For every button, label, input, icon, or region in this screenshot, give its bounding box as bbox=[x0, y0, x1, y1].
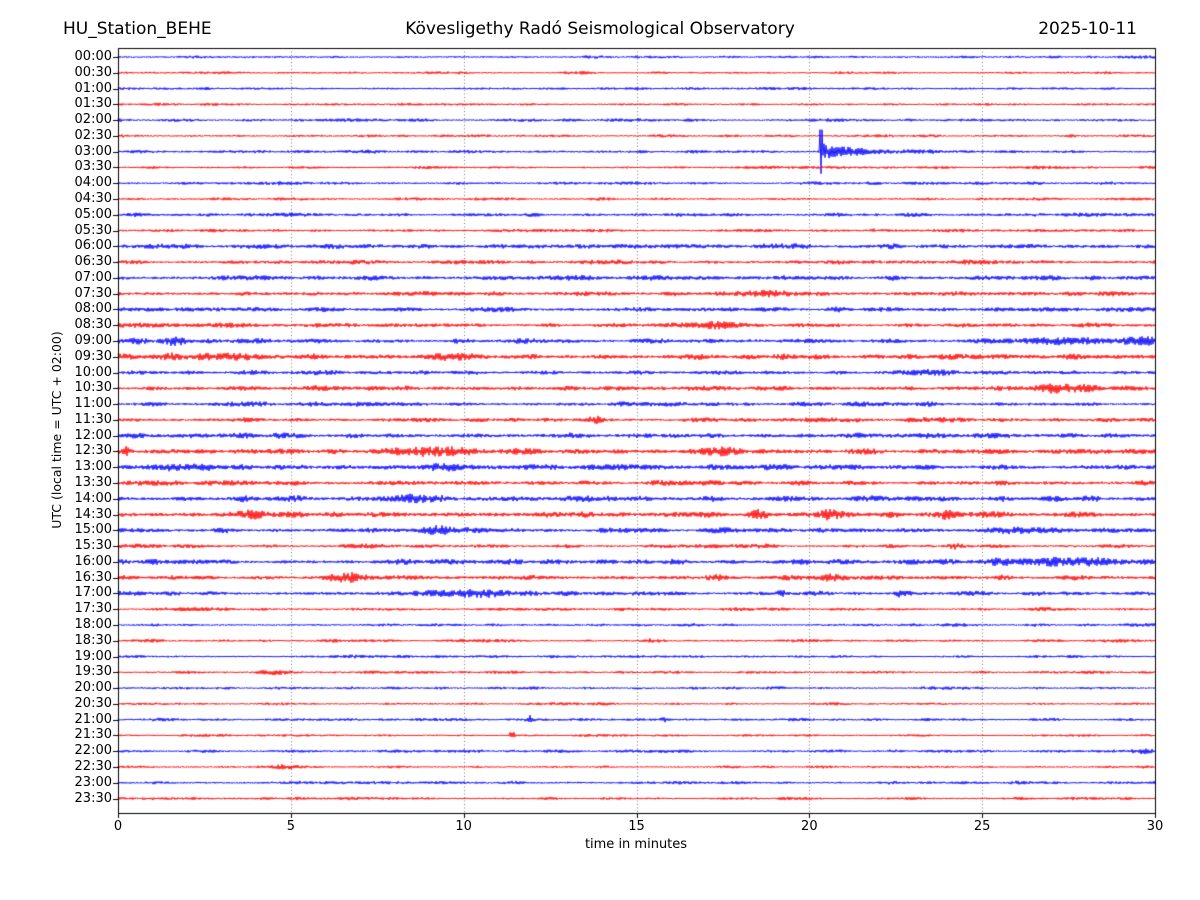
y-tick-label: 04:00 bbox=[74, 175, 112, 191]
y-tick-label: 00:00 bbox=[74, 49, 112, 64]
y-tick-label: 07:30 bbox=[74, 285, 112, 301]
station-title: HU_Station_BEHE bbox=[63, 19, 212, 39]
y-tick-label: 15:00 bbox=[74, 522, 112, 538]
observatory-title: Kövesligethy Radó Seismological Observat… bbox=[405, 19, 795, 39]
y-tick-label: 12:30 bbox=[74, 443, 112, 459]
x-tick-label: 15 bbox=[628, 819, 645, 834]
y-tick-label: 08:30 bbox=[74, 317, 112, 333]
y-tick-label: 14:30 bbox=[74, 506, 112, 522]
y-tick-label: 07:00 bbox=[74, 269, 112, 285]
y-tick-label: 19:30 bbox=[74, 664, 112, 680]
y-tick-label: 01:30 bbox=[74, 96, 112, 112]
y-tick-label: 03:30 bbox=[74, 159, 112, 175]
x-tick-label: 10 bbox=[455, 819, 472, 834]
y-tick-label: 01:00 bbox=[74, 80, 112, 96]
y-tick-label: 04:30 bbox=[74, 190, 112, 206]
y-tick-label: 11:30 bbox=[74, 411, 112, 427]
y-tick-label: 18:30 bbox=[74, 632, 112, 648]
y-tick-label: 18:00 bbox=[74, 616, 112, 632]
y-tick-label: 03:00 bbox=[74, 143, 112, 159]
y-tick-label: 14:00 bbox=[74, 490, 112, 506]
y-tick-label: 17:00 bbox=[74, 585, 112, 601]
y-tick-label: 16:00 bbox=[74, 553, 112, 569]
x-tick-label: 0 bbox=[113, 819, 123, 834]
y-tick-label: 02:00 bbox=[74, 112, 112, 128]
y-tick-label: 13:30 bbox=[74, 474, 112, 490]
y-tick-label: 17:30 bbox=[74, 601, 112, 617]
x-axis-label: time in minutes bbox=[584, 837, 688, 852]
y-tick-label: 19:00 bbox=[74, 648, 112, 664]
x-tick-label: 20 bbox=[801, 819, 818, 834]
y-tick-label: 05:00 bbox=[74, 206, 112, 222]
y-tick-label: 21:30 bbox=[74, 727, 112, 743]
y-tick-label: 06:30 bbox=[74, 254, 112, 270]
y-tick-label: 02:30 bbox=[74, 127, 112, 143]
y-tick-label: 20:30 bbox=[74, 695, 112, 711]
y-tick-label: 23:00 bbox=[74, 774, 112, 790]
x-tick-label: 5 bbox=[286, 819, 295, 834]
y-tick-label: 13:00 bbox=[74, 459, 112, 475]
y-tick-label: 12:00 bbox=[74, 427, 112, 443]
y-tick-label: 20:00 bbox=[74, 680, 112, 696]
helicorder-plot-canvas bbox=[110, 40, 1165, 825]
y-tick-label: 10:30 bbox=[74, 380, 112, 396]
y-tick-label: 09:00 bbox=[74, 332, 112, 348]
y-tick-label: 11:00 bbox=[74, 396, 112, 412]
x-tick-label: 30 bbox=[1146, 819, 1164, 834]
date-title: 2025-10-11 bbox=[1038, 19, 1137, 39]
y-tick-label: 22:30 bbox=[74, 758, 112, 774]
y-tick-label: 09:30 bbox=[74, 348, 112, 364]
y-tick-label: 21:00 bbox=[74, 711, 112, 727]
y-tick-label: 06:00 bbox=[74, 238, 112, 254]
y-tick-label: 05:30 bbox=[74, 222, 112, 238]
y-tick-label: 00:30 bbox=[74, 64, 112, 80]
y-tick-label: 08:00 bbox=[74, 301, 112, 317]
y-tick-label: 22:00 bbox=[74, 743, 112, 759]
y-tick-label: 10:00 bbox=[74, 364, 112, 380]
x-tick-label: 25 bbox=[973, 819, 991, 834]
y-tick-label: 23:30 bbox=[74, 790, 112, 806]
y-tick-label: 16:30 bbox=[74, 569, 112, 585]
y-tick-label: 15:30 bbox=[74, 538, 112, 554]
